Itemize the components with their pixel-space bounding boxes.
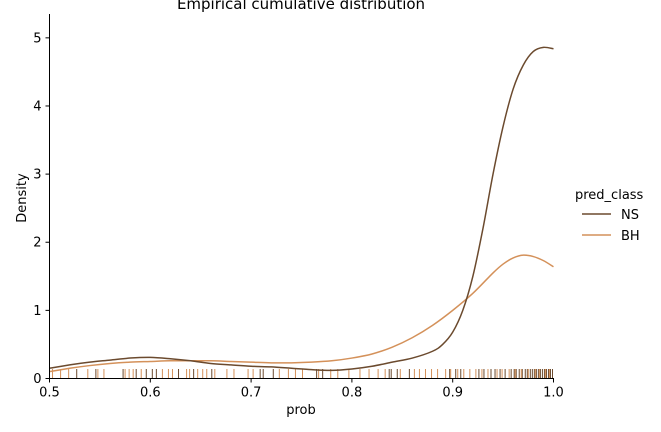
legend-label-ns: NS — [621, 208, 639, 223]
x-tick-label: 0.7 — [241, 386, 262, 401]
series-line-ns — [49, 46, 554, 372]
y-axis-label: Density — [15, 173, 30, 223]
y-ticks: 0 1 2 3 4 5 — [33, 31, 50, 387]
x-ticks: 0.5 0.6 0.7 0.8 0.9 1.0 — [39, 378, 564, 401]
x-tick-label: 1.0 — [543, 386, 564, 401]
x-tick-label: 0.9 — [442, 386, 463, 401]
y-tick-label: 1 — [33, 304, 41, 319]
curve-layer — [49, 46, 554, 373]
y-tick-label: 0 — [33, 372, 41, 387]
rug-layer — [52, 369, 553, 379]
legend-label-bh: BH — [621, 229, 640, 244]
y-tick-label: 2 — [33, 236, 41, 251]
x-tick-label: 0.8 — [342, 386, 363, 401]
legend-title: pred_class — [575, 188, 644, 203]
y-tick-label: 3 — [33, 168, 41, 183]
y-tick-label: 4 — [33, 99, 41, 114]
series-line-bh — [49, 254, 554, 373]
x-axis-label: prob — [286, 403, 316, 418]
y-tick-label: 5 — [33, 31, 41, 46]
legend: pred_class NS BH — [575, 188, 644, 244]
x-tick-label: 0.5 — [39, 386, 60, 401]
x-tick-label: 0.6 — [140, 386, 161, 401]
chart-title: Empirical cumulative distribution — [177, 0, 425, 13]
